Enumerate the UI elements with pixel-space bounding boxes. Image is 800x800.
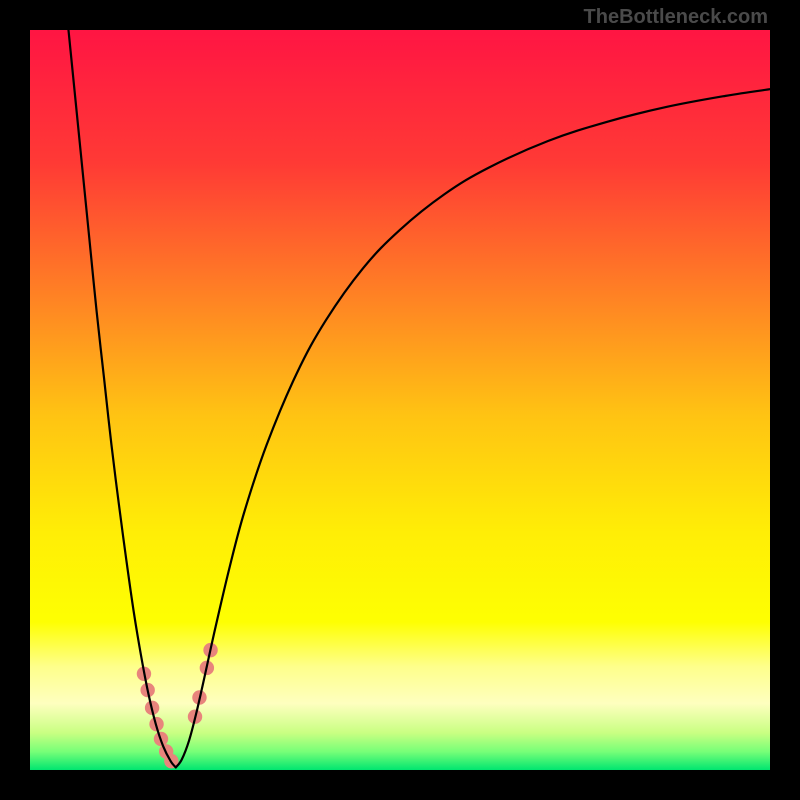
- marker-group: [137, 643, 218, 768]
- curve-left-branch: [68, 30, 175, 767]
- plot-area: [30, 30, 770, 770]
- curve-layer: [30, 30, 770, 770]
- chart-container: TheBottleneck.com: [0, 0, 800, 800]
- watermark-text: TheBottleneck.com: [584, 6, 768, 29]
- curve-right-branch: [176, 89, 770, 767]
